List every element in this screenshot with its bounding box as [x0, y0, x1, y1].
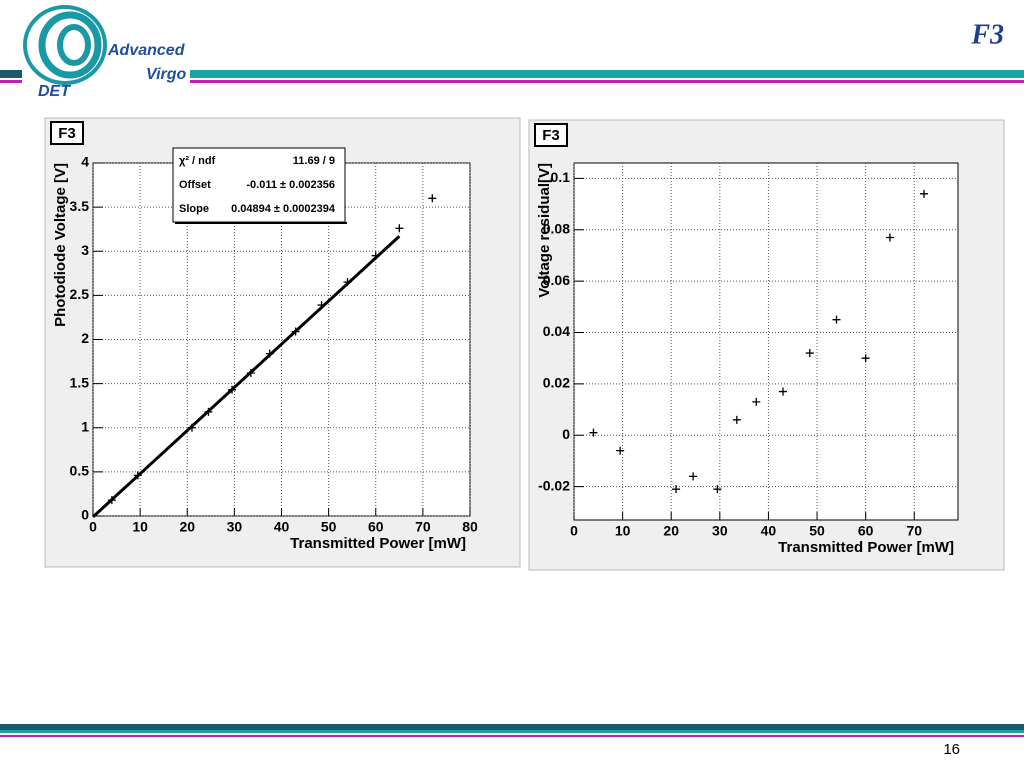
- stats-value: 11.69 / 9: [293, 155, 335, 167]
- x-tick-label: 50: [809, 523, 825, 539]
- header-bar: [0, 70, 22, 78]
- page-number: 16: [943, 741, 960, 758]
- slide-title: F3: [970, 19, 1004, 50]
- data-point: [885, 233, 894, 242]
- data-point: [589, 428, 598, 437]
- x-tick-label: 50: [321, 519, 337, 535]
- y-tick-label: 0.1: [551, 169, 571, 185]
- y-tick-label: 0.02: [543, 375, 570, 391]
- y-tick-label: 3: [81, 242, 89, 258]
- x-tick-label: 30: [227, 519, 243, 535]
- data-point: [732, 415, 741, 424]
- header-bar: [190, 80, 1024, 83]
- logo: [23, 5, 107, 85]
- x-tick-label: 10: [132, 519, 148, 535]
- data-point: [713, 485, 722, 494]
- data-point: [779, 387, 788, 396]
- footer-bar: [0, 735, 1024, 737]
- x-tick-label: 20: [663, 523, 679, 539]
- stats-value: -0.011 ± 0.002356: [246, 179, 335, 191]
- data-point: [832, 315, 841, 324]
- y-tick-label: 0.04: [543, 323, 570, 339]
- header-bar: [190, 70, 1024, 78]
- x-tick-label: 80: [462, 519, 478, 535]
- x-axis-label: Transmitted Power [mW]: [290, 535, 466, 552]
- data-point: [616, 446, 625, 455]
- fit-line: [91, 235, 401, 518]
- data-point: [752, 397, 761, 406]
- data-point: [395, 224, 404, 233]
- plot-area: [573, 162, 959, 521]
- data-point: [919, 189, 928, 198]
- chart-tag: F3: [542, 127, 560, 144]
- y-tick-label: 2.5: [70, 286, 90, 302]
- y-tick-label: 4: [81, 154, 89, 170]
- logo-text: Advanced: [107, 42, 186, 59]
- x-tick-label: 40: [274, 519, 290, 535]
- stats-label: χ² / ndf: [179, 155, 216, 167]
- tag-box: [534, 123, 568, 147]
- y-tick-label: 0: [562, 426, 570, 442]
- footer-bar: [0, 730, 1024, 733]
- x-tick-label: 30: [712, 523, 728, 539]
- stats-value: 0.04894 ± 0.0002394: [231, 203, 336, 215]
- y-tick-label: 2: [81, 330, 89, 346]
- data-point: [805, 349, 814, 358]
- logo-text: Virgo: [146, 66, 187, 83]
- data-point: [861, 354, 870, 363]
- data-point: [672, 485, 681, 494]
- y-tick-label: 0.06: [543, 272, 570, 288]
- chart-tag: F3: [58, 125, 76, 142]
- data-point: [689, 472, 698, 481]
- y-tick-label: 0.08: [543, 220, 570, 236]
- y-tick-label: 0: [81, 507, 89, 523]
- x-tick-label: 40: [761, 523, 777, 539]
- y-tick-label: 0.5: [70, 463, 90, 479]
- y-axis-label: Voltage residual[V]: [536, 163, 553, 298]
- stats-box: [172, 147, 346, 223]
- x-axis-label: Transmitted Power [mW]: [778, 539, 954, 556]
- tag-box: [50, 121, 84, 145]
- x-tick-label: 20: [179, 519, 195, 535]
- stats-label: Slope: [179, 203, 209, 215]
- x-tick-label: 60: [368, 519, 384, 535]
- x-tick-label: 0: [89, 519, 97, 535]
- stats-label: Offset: [179, 179, 211, 191]
- x-tick-label: 70: [415, 519, 431, 535]
- data-point: [428, 194, 437, 203]
- y-tick-label: -0.02: [538, 477, 570, 493]
- x-tick-label: 10: [615, 523, 631, 539]
- y-tick-label: 3.5: [70, 198, 90, 214]
- header-bar: [0, 80, 22, 83]
- y-tick-label: 1: [81, 418, 89, 434]
- footer-bar: [0, 724, 1024, 730]
- x-tick-label: 60: [858, 523, 874, 539]
- y-axis-label: Photodiode Voltage [V]: [52, 163, 69, 327]
- y-tick-label: 1.5: [70, 374, 90, 390]
- logo-text: DET: [38, 83, 71, 100]
- x-tick-label: 0: [570, 523, 578, 539]
- x-tick-label: 70: [906, 523, 922, 539]
